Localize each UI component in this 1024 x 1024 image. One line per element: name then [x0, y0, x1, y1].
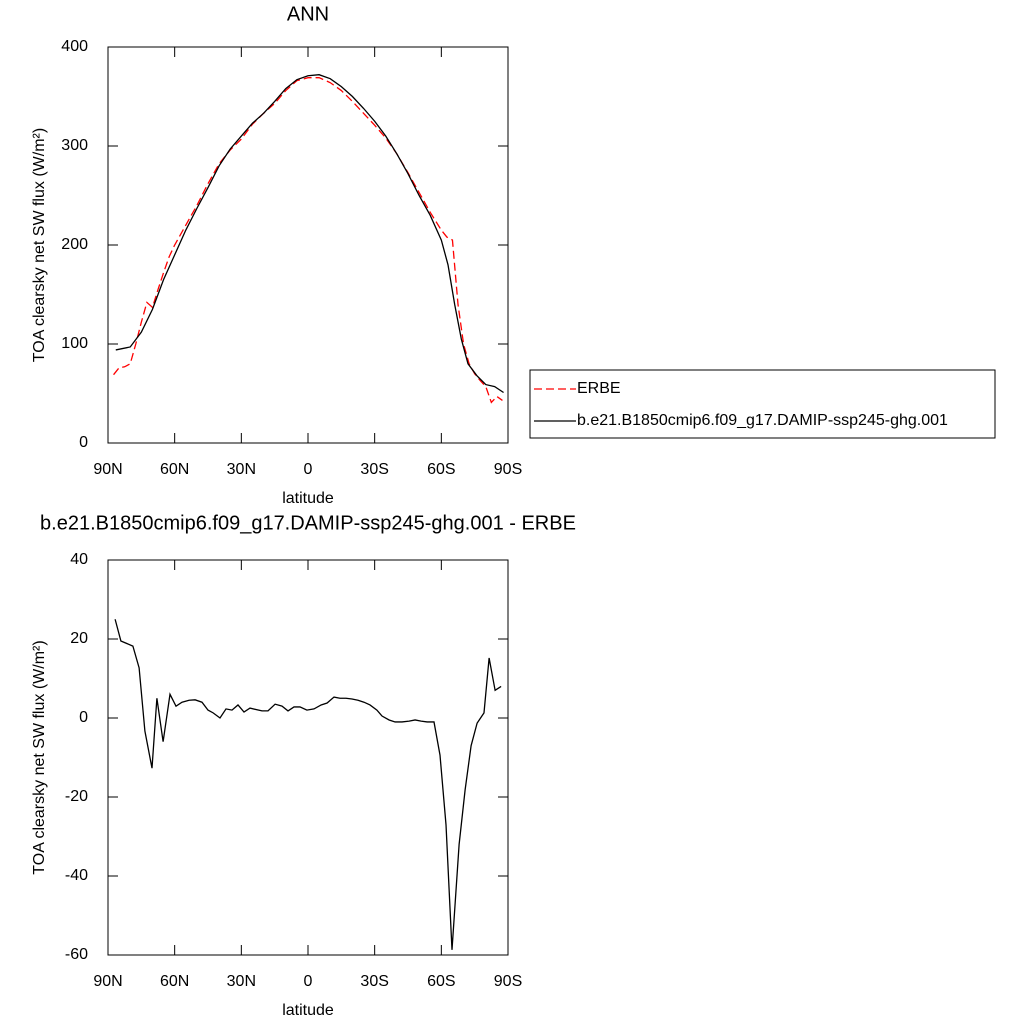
- chart-title: ANN: [287, 3, 329, 25]
- y-axis-label: TOA clearsky net SW flux (W/m²): [31, 640, 48, 874]
- y-tick-label: -60: [65, 946, 88, 963]
- x-tick-label: 90S: [494, 973, 522, 990]
- legend-label: ERBE: [577, 380, 621, 397]
- y-tick-label: 300: [61, 137, 88, 154]
- x-tick-label: 30S: [360, 973, 388, 990]
- y-tick-label: 20: [70, 630, 88, 647]
- x-axis-label: latitude: [282, 1002, 334, 1019]
- data-line: [113, 77, 503, 404]
- legend-box: [529, 369, 996, 439]
- y-axis-label: TOA clearsky net SW flux (W/m²): [31, 128, 48, 362]
- x-tick-label: 0: [304, 973, 313, 990]
- chart-title: b.e21.B1850cmip6.f09_g17.DAMIP-ssp245-gh…: [40, 512, 576, 534]
- legend-label: b.e21.B1850cmip6.f09_g17.DAMIP-ssp245-gh…: [577, 412, 948, 429]
- x-tick-label: 90N: [93, 973, 122, 990]
- y-tick-label: 0: [79, 709, 88, 726]
- x-tick-label: 0: [304, 461, 313, 478]
- y-tick-label: 40: [70, 551, 88, 568]
- plot-frame: [107, 559, 509, 956]
- y-tick-label: 0: [79, 434, 88, 451]
- x-tick-label: 60S: [427, 973, 455, 990]
- x-tick-label: 90N: [93, 461, 122, 478]
- plot-frame: [107, 46, 509, 444]
- y-tick-label: 100: [61, 335, 88, 352]
- y-tick-label: 400: [61, 38, 88, 55]
- data-line: [114, 619, 502, 950]
- x-tick-label: 60N: [160, 461, 189, 478]
- x-tick-label: 30N: [227, 973, 256, 990]
- y-tick-label: -20: [65, 788, 88, 805]
- x-tick-label: 30N: [227, 461, 256, 478]
- y-tick-label: -40: [65, 867, 88, 884]
- x-tick-label: 90S: [494, 461, 522, 478]
- x-axis-label: latitude: [282, 490, 334, 507]
- data-line: [115, 74, 504, 394]
- x-tick-label: 30S: [360, 461, 388, 478]
- y-tick-label: 200: [61, 236, 88, 253]
- x-tick-label: 60N: [160, 973, 189, 990]
- x-tick-label: 60S: [427, 461, 455, 478]
